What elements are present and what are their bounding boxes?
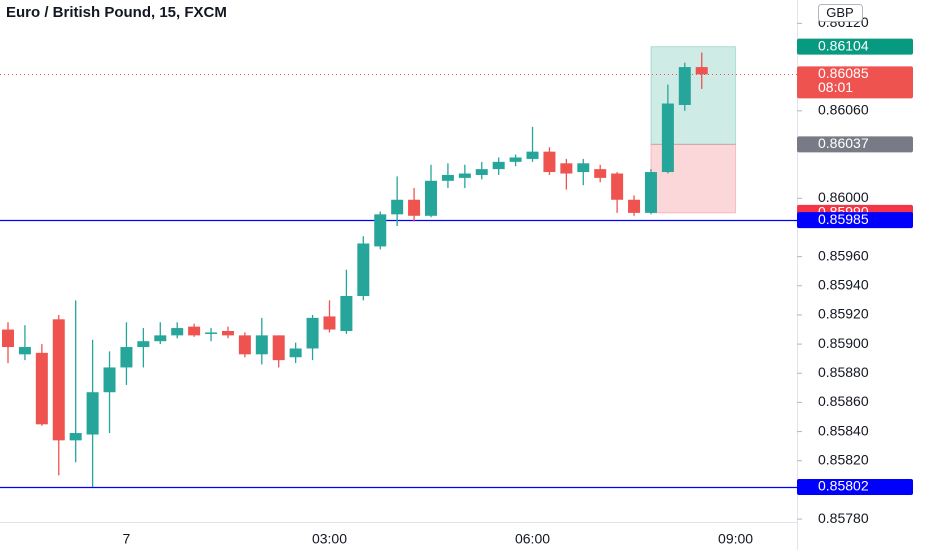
candle-body (289, 348, 302, 358)
entry-label: 0.86037 (818, 135, 869, 151)
line-label: 0.85802 (818, 478, 869, 494)
candle-body (306, 317, 319, 349)
candle-body (644, 172, 657, 213)
y-tick-label: 0.85940 (818, 276, 869, 292)
candle-body (120, 347, 133, 368)
candle-body (611, 173, 624, 200)
line-box (797, 212, 913, 229)
currency[interactable]: GBP (826, 5, 853, 20)
candle-body (391, 199, 404, 215)
candle-body (357, 243, 370, 296)
candle-body (137, 341, 150, 348)
y-tick-label: 0.85880 (818, 364, 869, 380)
y-tick-label: 0.85780 (818, 510, 869, 526)
candle-body (594, 169, 607, 178)
candle-body (86, 392, 99, 435)
candle-body (628, 199, 641, 213)
candle-body (35, 352, 48, 425)
candle-body (154, 335, 167, 342)
candle-body (577, 163, 590, 173)
candle-body (52, 319, 65, 441)
y-tick-label: 0.86060 (818, 102, 869, 118)
target-label: 0.86104 (818, 37, 869, 53)
candle-body (272, 335, 285, 361)
candle-body (221, 330, 234, 336)
x-tick-label: 09:00 (718, 531, 753, 547)
candle-body (560, 163, 573, 174)
candle-body (205, 332, 218, 334)
candle-body (425, 180, 437, 216)
y-tick-label: 0.85900 (818, 335, 869, 351)
candle-body (188, 326, 201, 336)
currency-box[interactable] (818, 4, 863, 22)
candle-body (103, 367, 116, 393)
entry-box (797, 136, 913, 153)
candle-body (678, 67, 691, 105)
target-zone (650, 46, 737, 145)
candle-body (509, 157, 522, 162)
y-tick-label: 0.85960 (818, 247, 869, 263)
countdown: 08:01 (818, 79, 853, 95)
candle-body (661, 103, 674, 173)
last-price-box (797, 66, 913, 99)
candle-body (526, 151, 539, 159)
candle-body (340, 295, 353, 331)
y-tick-label: 0.85860 (818, 393, 869, 409)
candle-body (492, 161, 505, 170)
x-tick-label: 7 (123, 531, 131, 547)
plot-area (0, 46, 797, 489)
candle-body (171, 328, 184, 336)
x-tick-label: 06:00 (515, 531, 550, 547)
candle-body (475, 169, 488, 175)
y-tick-label: 0.85920 (818, 306, 869, 322)
y-tick-label: 0.85820 (818, 451, 869, 467)
candle-body (238, 335, 251, 355)
y-tick-label: 0.86000 (818, 189, 869, 205)
candle-body (543, 151, 556, 173)
candle-body (374, 214, 387, 247)
x-tick-label: 03:00 (312, 531, 347, 547)
target-box (797, 38, 913, 55)
chart-title: Euro / British Pound, 15, FXCM (6, 4, 227, 21)
last-price-label: 0.86085 (818, 65, 869, 81)
candle-body (408, 199, 421, 216)
line-label: 0.85985 (818, 211, 869, 227)
candle-body (441, 174, 454, 181)
candle-body (69, 433, 82, 441)
candle-body (695, 67, 708, 75)
line-box (797, 479, 913, 496)
y-tick-label: 0.85840 (818, 422, 869, 438)
price-axis: 0.861200.860600.860000.859600.859400.859… (797, 14, 913, 526)
candle-body (458, 173, 471, 178)
candle-body (18, 347, 31, 355)
candle-body (255, 335, 268, 355)
candle-body (2, 329, 14, 348)
candle-body (323, 316, 336, 330)
